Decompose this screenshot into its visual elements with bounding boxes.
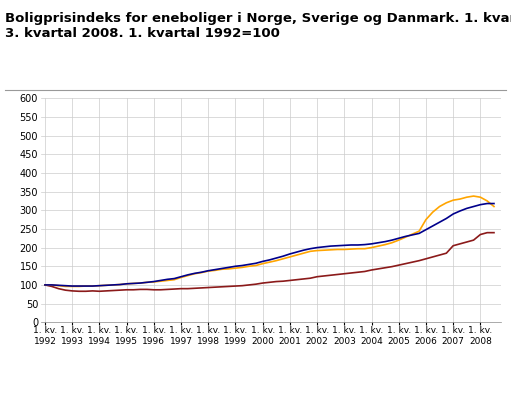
Line: Danmark: Danmark — [45, 196, 494, 286]
Norge — [389, 238, 395, 242]
Sverige — [42, 283, 48, 287]
Norge — [69, 284, 75, 288]
Sverige — [83, 289, 89, 294]
Sverige — [76, 289, 82, 294]
Text: Boligprisindeks for eneboliger i Norge, Sverige og Danmark. 1. kvartal 1992-
3. : Boligprisindeks for eneboliger i Norge, … — [5, 12, 511, 40]
Danmark — [389, 241, 395, 245]
Line: Sverige: Sverige — [45, 233, 494, 291]
Danmark — [491, 204, 497, 209]
Norge — [42, 283, 48, 287]
Legend: Sverige, Danmark, Norge: Sverige, Danmark, Norge — [130, 388, 411, 393]
Sverige — [457, 241, 463, 246]
Sverige — [233, 284, 239, 288]
Sverige — [484, 230, 490, 235]
Norge — [233, 264, 239, 269]
Norge — [253, 261, 259, 266]
Danmark — [83, 284, 89, 288]
Danmark — [471, 194, 477, 198]
Line: Norge: Norge — [45, 204, 494, 286]
Norge — [83, 284, 89, 288]
Sverige — [491, 230, 497, 235]
Danmark — [62, 284, 68, 289]
Sverige — [103, 288, 109, 293]
Danmark — [233, 266, 239, 270]
Danmark — [103, 283, 109, 288]
Sverige — [253, 282, 259, 286]
Norge — [457, 209, 463, 213]
Danmark — [253, 263, 259, 268]
Danmark — [42, 283, 48, 287]
Norge — [491, 201, 497, 206]
Norge — [484, 201, 490, 206]
Norge — [103, 283, 109, 288]
Danmark — [457, 196, 463, 201]
Sverige — [389, 264, 395, 269]
